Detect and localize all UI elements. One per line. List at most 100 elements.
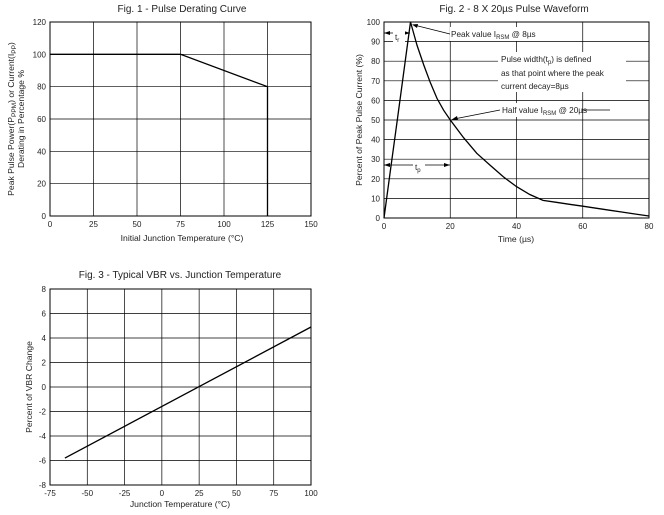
- half-label-bg: [500, 103, 582, 117]
- y-tick-label: 20: [37, 180, 46, 189]
- x-tick-label: 0: [160, 489, 165, 498]
- x-tick-label: 40: [512, 222, 521, 231]
- x-axis-label: Time (µs): [498, 234, 534, 244]
- pulse-width-bg: [498, 52, 626, 92]
- y-tick-label: 0: [42, 383, 47, 392]
- plot-frame: [49, 288, 312, 486]
- half-label: Half value IRSM @ 20µs: [502, 106, 587, 117]
- grid: [49, 288, 312, 486]
- y-tick-label: -6: [39, 457, 47, 466]
- y-tick-label: 50: [371, 116, 380, 125]
- y-tick-label: 8: [42, 285, 47, 294]
- x-tick-label: -75: [44, 489, 56, 498]
- y-axis-label: Peak Pulse Power(PPPM) or Current(IPP) D…: [6, 42, 26, 196]
- annotation-tr: tr: [384, 30, 410, 44]
- chart-title: Fig. 3 - Typical VBR vs. Junction Temper…: [79, 270, 282, 281]
- peak-leader-line: [413, 24, 451, 35]
- y-tick-label: 2: [42, 359, 47, 368]
- peak-label: Peak value IRSM @ 8µs: [451, 30, 536, 41]
- y-axis-label-line2: Derating in Percentage %: [16, 70, 26, 168]
- tp-arrow-right: [444, 163, 450, 167]
- chart-fig1: Fig. 1 - Pulse Derating Curve 0 25 50 75 100…: [6, 4, 318, 243]
- x-tick-label: 75: [176, 220, 185, 229]
- y-tick-label: 4: [42, 334, 47, 343]
- half-arrowhead: [451, 116, 458, 120]
- x-tick-label: 25: [195, 489, 204, 498]
- series-line: [50, 53, 269, 216]
- pulse-width-line1: Pulse width(tp) is defined: [501, 55, 592, 66]
- pulse-width-line2: as that point where the peak: [501, 69, 605, 78]
- y-tick-label: 70: [371, 77, 380, 86]
- x-tick-label: 125: [261, 220, 275, 229]
- y-tick-label: 40: [37, 147, 46, 156]
- annotation-peak: Peak value IRSM @ 8µs: [412, 24, 550, 41]
- annotation-half: Half value IRSM @ 20µs: [451, 103, 610, 120]
- y-tick-label: -2: [39, 408, 47, 417]
- chart-title: Fig. 1 - Pulse Derating Curve: [118, 4, 247, 15]
- chart-fig3: Fig. 3 - Typical VBR vs. Junction Temper…: [24, 270, 318, 509]
- tp-arrow-left: [384, 163, 390, 167]
- x-tick-label: 50: [232, 489, 241, 498]
- x-tick-label: 100: [217, 220, 231, 229]
- y-tick-label: 0: [376, 214, 381, 223]
- y-tick-label: 80: [37, 83, 46, 92]
- y-tick-label: 10: [371, 194, 380, 203]
- grid: [49, 21, 312, 217]
- tr-arrow-right: [404, 31, 410, 35]
- x-tick-labels: -75 -50 -25 0 25 50 75 100: [44, 489, 318, 498]
- annotation-pulse-width: Pulse width(tp) is defined as that point…: [498, 52, 626, 92]
- y-tick-labels: 0 20 40 60 80 100 120: [33, 18, 47, 221]
- y-tick-label: 6: [42, 310, 47, 319]
- y-tick-label: 0: [42, 212, 47, 221]
- peak-label-bg: [450, 27, 550, 41]
- x-tick-label: 0: [382, 222, 387, 231]
- x-tick-label: 80: [645, 222, 654, 231]
- y-axis-label: Percent of Peak Pulse Current (%): [354, 54, 364, 186]
- y-tick-labels: -8 -6 -4 -2 0 2 4 6 8: [39, 285, 47, 490]
- tr-label-bg: [393, 30, 405, 42]
- y-tick-label: 90: [371, 38, 380, 47]
- x-axis-label: Junction Temperature (°C): [130, 499, 230, 509]
- y-tick-label: 30: [371, 155, 380, 164]
- x-tick-labels: 0 20 40 60 80: [382, 222, 654, 231]
- y-tick-label: 80: [371, 57, 380, 66]
- half-leader-line: [453, 109, 501, 120]
- y-tick-label: -8: [39, 481, 47, 490]
- series-line: [64, 326, 312, 459]
- x-tick-label: 50: [133, 220, 142, 229]
- y-tick-labels: 0 10 20 30 40 50 60 70 80 90 100: [367, 18, 381, 223]
- y-tick-label: -4: [39, 432, 47, 441]
- x-tick-label: -50: [82, 489, 94, 498]
- y-tick-label: 100: [367, 18, 381, 27]
- x-tick-labels: 0 25 50 75 100 125 150: [48, 220, 318, 229]
- y-axis-label-line1: Peak Pulse Power(PPPM) or Current(IPP): [6, 42, 18, 196]
- x-tick-label: 150: [304, 220, 318, 229]
- y-axis-label: Percent of VBR Change: [24, 341, 34, 433]
- plot-frame: [383, 21, 650, 219]
- y-tick-label: 60: [37, 115, 46, 124]
- tp-label-bg: [413, 160, 425, 172]
- x-tick-label: 75: [269, 489, 278, 498]
- annotation-tp: tp: [384, 160, 450, 174]
- x-axis-label: Initial Junction Temperature (°C): [121, 233, 244, 243]
- peak-arrowhead: [412, 24, 418, 28]
- x-tick-label: 0: [48, 220, 53, 229]
- x-tick-label: 60: [578, 222, 587, 231]
- x-tick-label: 100: [304, 489, 318, 498]
- tp-label: tp: [415, 163, 421, 174]
- x-tick-label: -25: [119, 489, 131, 498]
- y-tick-label: 60: [371, 96, 380, 105]
- y-tick-label: 40: [371, 136, 380, 145]
- tr-arrow-left: [384, 31, 390, 35]
- grid: [383, 21, 650, 219]
- series-line: [383, 21, 650, 219]
- pulse-width-line3: current decay=8µs: [501, 82, 569, 91]
- y-tick-label: 100: [33, 50, 47, 59]
- y-tick-label: 20: [371, 175, 380, 184]
- x-tick-label: 25: [89, 220, 98, 229]
- x-tick-label: 20: [446, 222, 455, 231]
- plot-frame: [49, 21, 312, 217]
- y-tick-label: 120: [33, 18, 47, 27]
- chart-fig2: Fig. 2 - 8 X 20µs Pulse Waveform 0 20 40 60…: [354, 4, 654, 244]
